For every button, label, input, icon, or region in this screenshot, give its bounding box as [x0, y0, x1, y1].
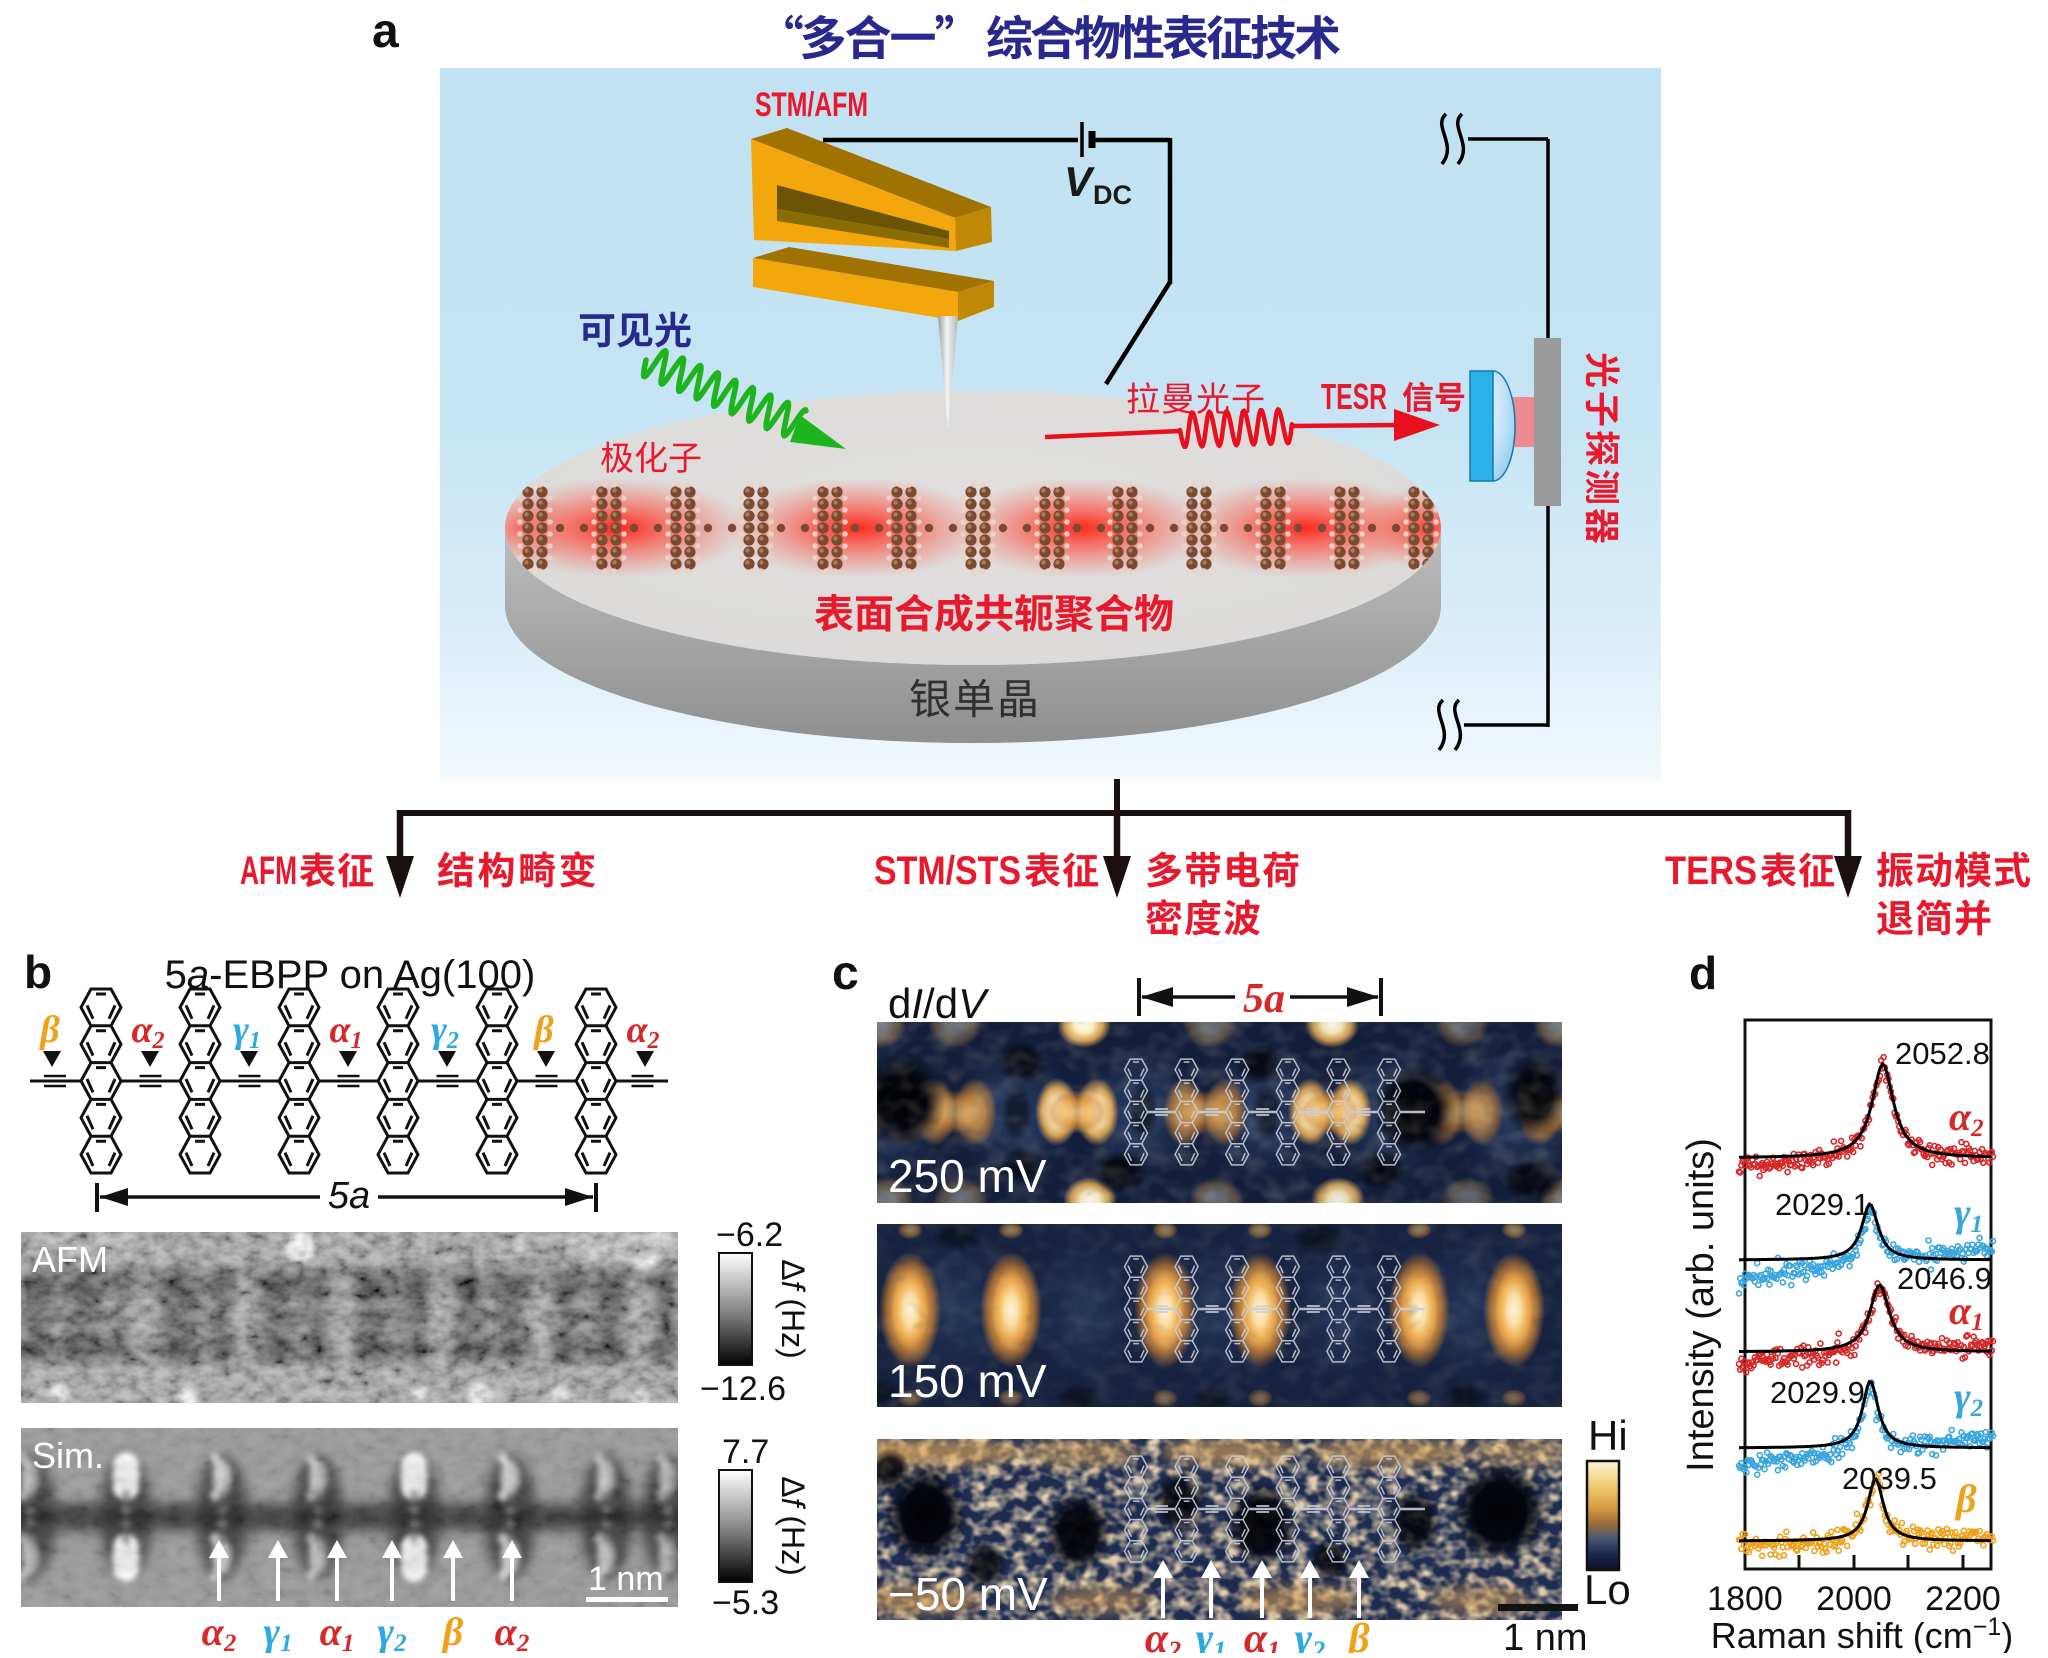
- svg-text:1 nm: 1 nm: [588, 1560, 664, 1598]
- svg-text:β: β: [38, 1009, 60, 1051]
- svg-text:−5.3: −5.3: [712, 1584, 779, 1622]
- svg-text:c: c: [832, 947, 859, 1000]
- svg-text:5a-EBPP on Ag(100): 5a-EBPP on Ag(100): [165, 953, 536, 997]
- svg-text:7.7: 7.7: [722, 1433, 769, 1471]
- svg-text:Hi: Hi: [1588, 1412, 1628, 1459]
- svg-text:2029.1: 2029.1: [1775, 1187, 1870, 1222]
- svg-text:2200: 2200: [1925, 1580, 2001, 1618]
- svg-text:Δf (Hz): Δf (Hz): [775, 1259, 811, 1359]
- svg-text:b: b: [24, 946, 52, 998]
- svg-text:Raman shift (cm−1): Raman shift (cm−1): [1711, 1613, 2014, 1653]
- svg-text:5a: 5a: [328, 1175, 370, 1217]
- svg-text:AFM: AFM: [32, 1239, 108, 1280]
- svg-text:2029.9: 2029.9: [1770, 1375, 1865, 1410]
- svg-text:α1: α1: [320, 1609, 355, 1653]
- svg-text:Intensity (arb. units): Intensity (arb. units): [1680, 1138, 1722, 1472]
- svg-text:2000: 2000: [1816, 1580, 1892, 1618]
- svg-text:a: a: [372, 5, 399, 58]
- svg-text:2052.8: 2052.8: [1895, 1036, 1990, 1071]
- svg-text:−6.2: −6.2: [716, 1216, 783, 1254]
- svg-text:TESR: TESR: [1321, 376, 1387, 417]
- svg-text:−12.6: −12.6: [700, 1370, 786, 1408]
- svg-text:1800: 1800: [1707, 1580, 1783, 1618]
- svg-text:dI/dV: dI/dV: [888, 980, 990, 1027]
- svg-text:α2: α2: [495, 1609, 530, 1653]
- svg-text:Δf (Hz): Δf (Hz): [775, 1476, 811, 1576]
- svg-text:β: β: [532, 1009, 554, 1051]
- svg-text:AFM: AFM: [240, 849, 297, 893]
- svg-text:150 mV: 150 mV: [888, 1355, 1047, 1407]
- svg-text:β: β: [1346, 1616, 1370, 1653]
- svg-text:1 nm: 1 nm: [1503, 1617, 1587, 1653]
- svg-text:d: d: [1689, 947, 1717, 999]
- svg-text:β: β: [441, 1609, 464, 1653]
- svg-text:Sim.: Sim.: [32, 1435, 104, 1476]
- svg-text:Lo: Lo: [1584, 1566, 1631, 1613]
- svg-text:TERS: TERS: [1665, 849, 1757, 893]
- svg-text:250 mV: 250 mV: [888, 1150, 1047, 1202]
- svg-text:γ1: γ1: [1954, 1190, 1983, 1238]
- svg-text:2039.5: 2039.5: [1842, 1461, 1937, 1496]
- svg-text:DC: DC: [1093, 180, 1132, 210]
- svg-text:STM/STS: STM/STS: [874, 849, 1021, 893]
- svg-text:5a: 5a: [1243, 976, 1285, 1022]
- svg-text:γ2: γ2: [431, 1009, 459, 1054]
- svg-text:γ2: γ2: [377, 1609, 406, 1653]
- svg-text:STM/AFM: STM/AFM: [755, 86, 868, 124]
- svg-text:V: V: [1064, 158, 1095, 205]
- svg-text:2046.9: 2046.9: [1897, 1261, 1992, 1296]
- svg-text:β: β: [1954, 1476, 1977, 1521]
- svg-text:−50 mV: −50 mV: [888, 1568, 1048, 1620]
